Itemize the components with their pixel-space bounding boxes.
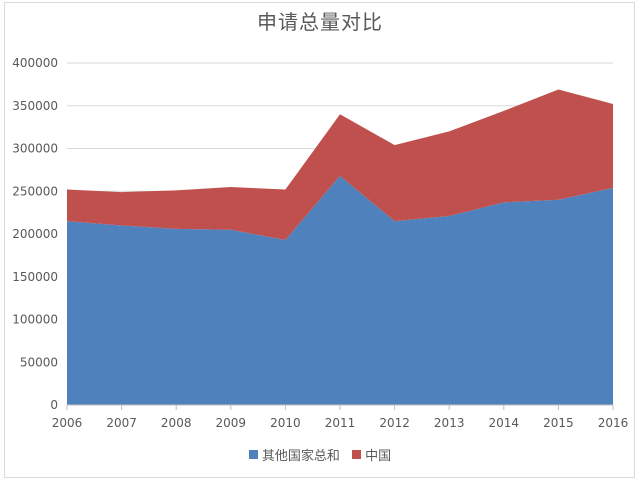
- y-tick-label: 0: [50, 398, 58, 412]
- y-tick-label: 150000: [12, 270, 58, 284]
- x-tick-label: 2010: [270, 416, 301, 430]
- y-tick-label: 200000: [12, 227, 58, 241]
- y-tick-label: 400000: [12, 56, 58, 70]
- x-tick-label: 2009: [216, 416, 247, 430]
- axes: [66, 404, 614, 410]
- x-tick-labels: 2006 2007 2008 2009 2010 2011 2012 2013 2014 2015…: [52, 416, 629, 430]
- x-tick-label: 2014: [489, 416, 520, 430]
- x-tick-label: 2015: [543, 416, 574, 430]
- legend-item-series-1: 中国: [352, 445, 391, 464]
- area-series-1: [67, 89, 613, 240]
- x-tick-label: 2008: [161, 416, 192, 430]
- x-tick-label: 2016: [598, 416, 629, 430]
- legend-swatch: [352, 450, 362, 459]
- area-chart: 0 50000 100000 150000 200000 250000 300000 3500…: [12, 56, 629, 430]
- legend-item-series-0: 其他国家总和: [248, 445, 340, 464]
- area-series-0: [67, 175, 613, 405]
- y-tick-label: 250000: [12, 184, 58, 198]
- y-tick-label: 50000: [20, 355, 58, 369]
- x-tick-label: 2007: [106, 416, 137, 430]
- x-tick-label: 2012: [379, 416, 410, 430]
- legend-label: 中国: [365, 449, 392, 464]
- series-areas: [67, 89, 613, 405]
- y-tick-label: 350000: [12, 99, 58, 113]
- x-tick-label: 2006: [52, 416, 83, 430]
- chart-title: 申请总量对比: [257, 10, 383, 34]
- legend-swatch: [248, 450, 258, 459]
- y-tick-label: 300000: [12, 142, 58, 156]
- y-tick-label: 100000: [12, 313, 58, 327]
- legend: 其他国家总和 中国: [0, 445, 640, 464]
- x-tick-label: 2011: [325, 416, 356, 430]
- x-tick-label: 2013: [434, 416, 465, 430]
- y-tick-labels: 0 50000 100000 150000 200000 250000 300000 3500…: [12, 56, 58, 412]
- legend-label: 其他国家总和: [261, 449, 340, 464]
